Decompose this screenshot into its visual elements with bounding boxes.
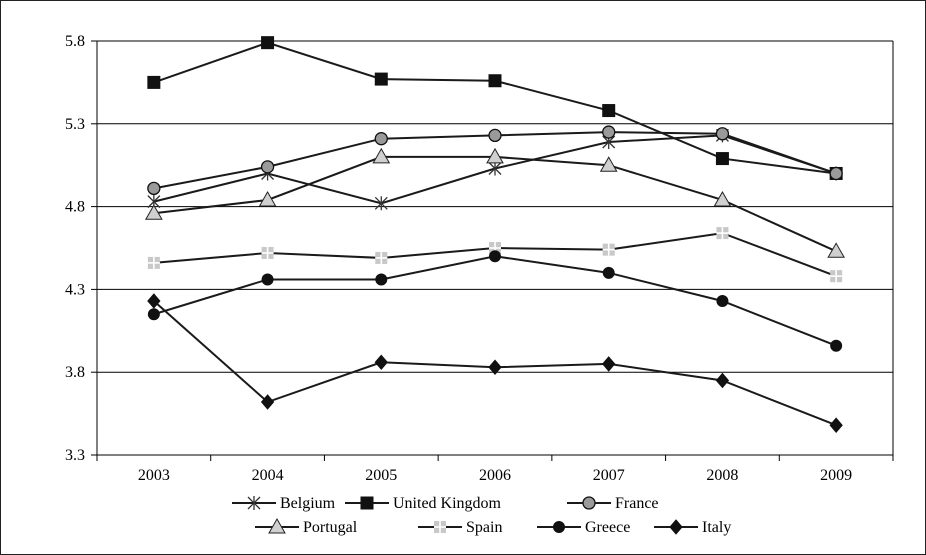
data-point-italy: [715, 372, 730, 389]
y-tick-label: 5.8: [65, 33, 85, 50]
legend-marker-spain: [434, 521, 446, 533]
data-point-spain: [830, 270, 843, 283]
legend-label-france: France: [615, 495, 659, 512]
legend-label-belgium: Belgium: [280, 495, 336, 512]
data-point-portugal: [258, 190, 277, 207]
data-point-portugal: [827, 242, 846, 258]
y-tick-label: 4.3: [65, 281, 85, 298]
x-tick-label: 2007: [593, 467, 625, 484]
data-point-france: [147, 181, 161, 196]
legend-marker-belgium: [247, 496, 261, 510]
data-point-italy: [829, 417, 843, 433]
legend: Belgium United Kingdom France Portugal Spain…: [232, 495, 731, 536]
data-point-portugal: [486, 147, 504, 164]
legend-item-italy: Italy: [654, 519, 731, 536]
legend-marker-greece: [553, 521, 565, 533]
series-italy: [147, 293, 843, 433]
data-point-italy: [488, 359, 502, 376]
x-tick-label: 2009: [820, 467, 852, 484]
data-point-united-kingdom: [374, 72, 388, 86]
x-tick-label: 2006: [479, 467, 511, 484]
data-point-spain: [261, 246, 274, 259]
axes: 3.3 3.8 4.3 4.8 5.3 5.8 2003 2004 2005 2006 2007 20…: [65, 33, 894, 484]
data-point-france: [715, 127, 730, 141]
data-point-portugal: [144, 204, 163, 220]
series-france: [147, 125, 843, 196]
data-point-greece: [375, 273, 388, 286]
legend-item-france: France: [567, 495, 659, 512]
legend-item-portugal: Portugal: [255, 517, 358, 536]
data-point-italy: [602, 356, 616, 372]
data-point-united-kingdom: [715, 152, 729, 166]
y-tick-label: 5.3: [65, 116, 85, 133]
data-point-france: [374, 132, 388, 146]
data-point-italy: [260, 394, 275, 410]
y-tick-label: 4.8: [65, 199, 85, 216]
data-point-belgium: [374, 196, 388, 211]
legend-item-greece: Greece: [537, 519, 630, 536]
data-point-greece: [830, 339, 843, 352]
legend-label-greece: Greece: [585, 519, 630, 536]
data-point-spain: [147, 256, 160, 269]
data-point-greece: [261, 273, 274, 286]
series-line-greece: [153, 255, 837, 347]
data-point-portugal: [599, 156, 618, 172]
data-point-united-kingdom: [488, 74, 502, 88]
data-point-france: [829, 166, 843, 181]
legend-marker-italy: [669, 519, 683, 535]
data-point-italy: [374, 354, 388, 371]
legend-marker-france: [582, 496, 596, 510]
data-point-spain: [602, 243, 615, 256]
data-point-france: [488, 128, 502, 143]
legend-marker-portugal: [268, 517, 286, 534]
data-point-france: [602, 125, 616, 139]
series-portugal: [144, 147, 846, 258]
data-point-united-kingdom: [147, 75, 161, 89]
legend-marker-united-kingdom: [360, 496, 374, 510]
data-point-greece: [716, 294, 729, 307]
data-point-portugal: [372, 147, 391, 164]
data-point-spain: [716, 227, 729, 240]
series-spain: [147, 227, 843, 283]
data-point-spain: [375, 251, 388, 264]
series-greece: [147, 250, 843, 352]
data-point-greece: [147, 308, 160, 321]
legend-label-italy: Italy: [702, 519, 731, 536]
x-tick-label: 2003: [138, 467, 170, 484]
x-tick-label: 2008: [706, 467, 738, 484]
legend-item-spain: Spain: [418, 519, 502, 536]
data-point-portugal: [713, 190, 732, 207]
legend-label-united-kingdom: United Kingdom: [393, 495, 502, 512]
data-point-greece: [602, 266, 615, 279]
data-point-france: [260, 160, 275, 174]
legend-item-belgium: Belgium: [232, 495, 336, 512]
data-point-greece: [489, 250, 501, 263]
x-tick-label: 2005: [365, 467, 397, 484]
data-point-italy: [147, 293, 161, 309]
legend-label-spain: Spain: [466, 519, 502, 536]
data-point-united-kingdom: [602, 104, 616, 118]
y-tick-label: 3.3: [65, 447, 85, 464]
grid-lines: [97, 40, 893, 373]
legend-label-portugal: Portugal: [303, 519, 358, 536]
data-point-united-kingdom: [261, 36, 275, 50]
series-lines: [144, 36, 846, 433]
y-tick-label: 3.8: [65, 364, 85, 381]
data-point-belgium: [488, 161, 502, 176]
x-tick-label: 2004: [252, 467, 284, 484]
legend-item-united-kingdom: United Kingdom: [345, 495, 502, 512]
